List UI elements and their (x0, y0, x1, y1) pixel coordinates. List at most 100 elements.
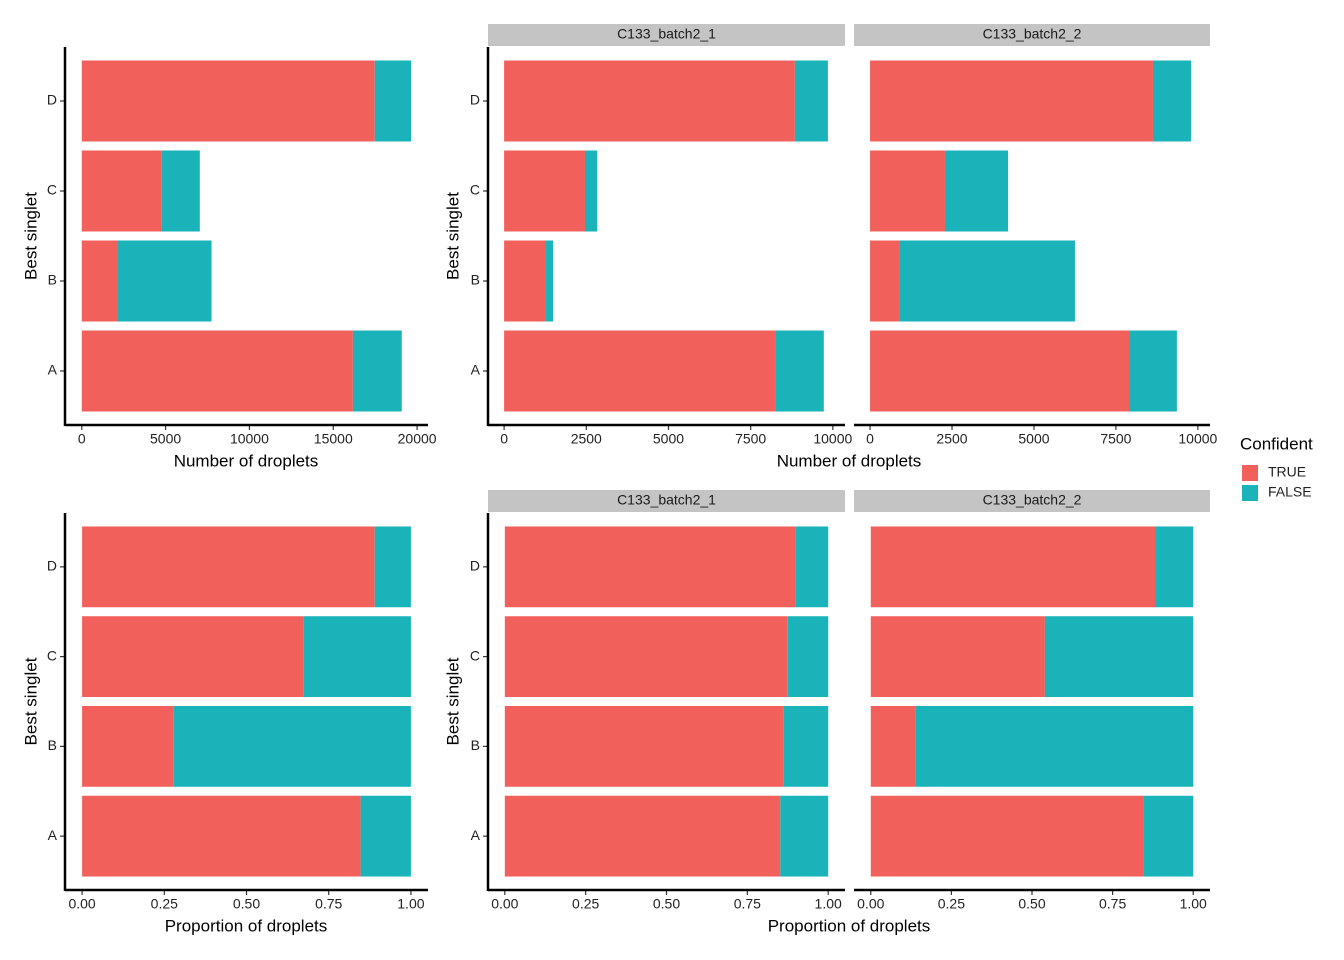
x-tick-label: 0.00 (491, 896, 518, 912)
bar-segment (117, 240, 212, 322)
x-tick-label: 0.25 (151, 896, 178, 912)
x-tick-label: 10000 (230, 431, 269, 447)
facet-strip (854, 24, 1210, 46)
y-tick-label: B (471, 272, 480, 288)
x-tick-label: 20000 (398, 431, 437, 447)
bar-segment (504, 330, 776, 412)
bar-segment (944, 150, 1009, 232)
bar-segment (81, 60, 375, 142)
bar-segment (82, 616, 304, 698)
x-tick-label: 0.75 (1099, 896, 1126, 912)
bar-segment (82, 795, 361, 877)
x-tick-label: 10000 (813, 431, 852, 447)
bar-segment (81, 240, 118, 322)
facet-title: C133_batch2_1 (617, 26, 716, 42)
y-tick-label: D (47, 558, 57, 574)
bar-segment (82, 526, 375, 608)
y-tick-label: A (48, 362, 58, 378)
y-tick-label: D (47, 92, 57, 108)
bar-segment (504, 150, 585, 232)
x-tick-label: 0.00 (857, 896, 884, 912)
x-axis-title: Number of droplets (174, 451, 319, 470)
bar-segment (794, 60, 828, 142)
bar-segment (870, 330, 1130, 412)
x-tick-label: 1.00 (815, 896, 842, 912)
facet-title: C133_batch2_2 (983, 492, 1082, 508)
x-tick-label: 0.00 (68, 896, 95, 912)
bar-segment (161, 150, 200, 232)
bar-segment (352, 330, 402, 412)
y-tick-label: C (47, 182, 57, 198)
bar-segment (504, 60, 795, 142)
bar-segment (915, 705, 1194, 787)
bar-segment (795, 526, 829, 608)
bar-segment (1044, 616, 1194, 698)
x-tick-label: 10000 (1178, 431, 1217, 447)
x-tick-label: 2500 (571, 431, 602, 447)
y-axis-title: Best singlet (21, 192, 40, 280)
bar-segment (775, 330, 824, 412)
y-tick-label: B (471, 737, 480, 753)
bar-segment (1155, 526, 1194, 608)
facet-strip (488, 490, 845, 512)
x-tick-label: 0 (500, 431, 508, 447)
bar-segment (82, 705, 174, 787)
bar-segment (504, 795, 781, 877)
bar-segment (870, 705, 916, 787)
legend-key (1242, 465, 1258, 481)
bar-segment (504, 616, 788, 698)
facet-strip (854, 490, 1210, 512)
bar-segment (787, 616, 829, 698)
bar-segment (504, 526, 796, 608)
x-tick-label: 0.75 (734, 896, 761, 912)
x-tick-label: 0.50 (653, 896, 680, 912)
y-tick-label: B (48, 737, 57, 753)
x-tick-label: 2500 (936, 431, 967, 447)
bar-segment (303, 616, 411, 698)
bar-segment (870, 526, 1156, 608)
legend-key (1242, 485, 1258, 501)
bar-segment (81, 330, 353, 412)
x-tick-label: 0.25 (572, 896, 599, 912)
x-tick-label: 0.25 (938, 896, 965, 912)
facet-title: C133_batch2_2 (983, 26, 1082, 42)
bar-segment (1143, 795, 1194, 877)
bar-segment (374, 526, 411, 608)
bar-segment (173, 705, 411, 787)
x-tick-label: 0 (866, 431, 874, 447)
bar-segment (504, 705, 784, 787)
bar-segment (780, 795, 829, 877)
bar-segment (783, 705, 829, 787)
x-tick-label: 1.00 (397, 896, 424, 912)
x-tick-label: 7500 (735, 431, 766, 447)
x-axis-title: Number of droplets (777, 451, 922, 470)
x-tick-label: 5000 (653, 431, 684, 447)
bar-segment (1129, 330, 1177, 412)
bar-segment (374, 60, 412, 142)
x-axis-title: Proportion of droplets (165, 916, 328, 935)
y-axis-title: Best singlet (21, 657, 40, 745)
bar-segment (504, 240, 547, 322)
x-tick-label: 0.50 (233, 896, 260, 912)
bar-segment (870, 616, 1045, 698)
x-tick-label: 5000 (1018, 431, 1049, 447)
bar-segment (870, 60, 1153, 142)
facet-title: C133_batch2_1 (617, 492, 716, 508)
x-tick-label: 0.75 (315, 896, 342, 912)
y-tick-label: C (470, 647, 480, 663)
y-axis-title: Best singlet (443, 657, 462, 745)
y-axis-title: Best singlet (443, 192, 462, 280)
y-tick-label: A (471, 362, 481, 378)
bar-segment (360, 795, 411, 877)
legend-label: TRUE (1268, 464, 1306, 480)
bar-segment (870, 150, 945, 232)
y-tick-label: C (470, 182, 480, 198)
y-tick-label: A (471, 827, 481, 843)
x-tick-label: 0 (78, 431, 86, 447)
legend-label: FALSE (1268, 484, 1312, 500)
x-tick-label: 0.50 (1018, 896, 1045, 912)
x-tick-label: 5000 (150, 431, 181, 447)
facet-strip (488, 24, 845, 46)
y-tick-label: B (48, 272, 57, 288)
